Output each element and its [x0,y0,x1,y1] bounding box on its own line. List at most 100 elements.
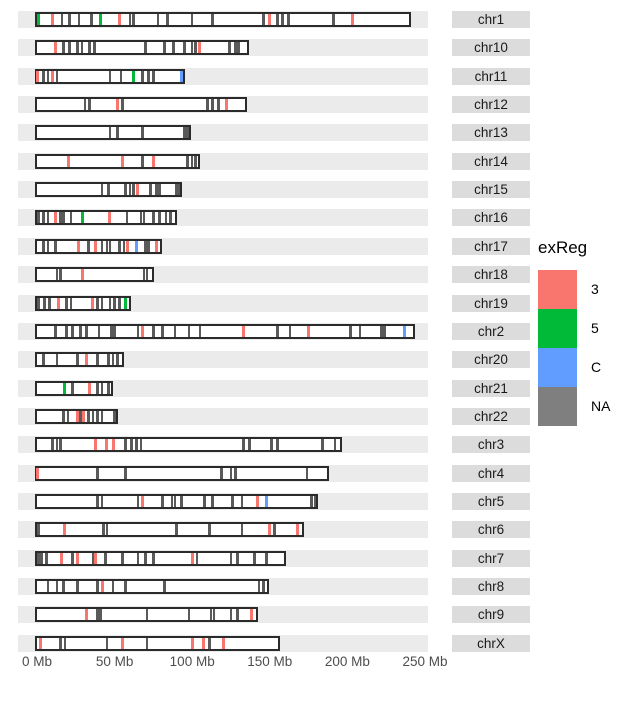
chromosome-label-strip: chr14 [452,152,530,170]
segment-na [51,439,54,451]
segment-na [105,240,109,252]
segment-3 [54,212,58,224]
segment-5 [80,212,84,224]
segment-na [96,581,99,592]
segment-na [122,240,126,252]
segment-na [139,439,143,451]
chromosome-label: chr1 [477,12,505,27]
segment-3 [241,325,245,337]
segment-3 [94,552,98,564]
chromosome-row: chr8 [0,578,640,596]
chromosome-label-strip: chr22 [452,407,530,425]
segment-na [124,467,127,479]
segment-na [270,439,273,451]
segment-na [111,354,115,366]
segment-na [187,325,191,337]
segment-na [194,155,197,167]
segment-3 [85,609,89,621]
segment-na [80,42,84,54]
segment-3 [100,581,104,592]
chromosome-ideogram [35,493,319,509]
chromosome-row: chr1 [0,11,640,29]
segment-na [45,552,48,564]
segment-na [310,495,313,507]
segment-na [217,99,220,111]
legend-entry: NA [538,387,640,426]
chromosome-label: chr13 [474,125,508,141]
segment-na [229,552,233,564]
chromosome-row: chr6 [0,521,640,539]
chromosome-ideogram [35,125,192,141]
chromosome-label-strip: chrX [452,634,530,652]
segment-na [124,439,127,451]
segment-na [40,552,43,564]
segment-na [186,127,189,139]
segment-na [148,184,152,196]
segment-na [113,410,116,422]
legend-title: exReg [538,238,588,257]
chromosome-label-strip: chr18 [452,266,530,284]
segment-na [170,495,174,507]
segment-na [252,552,256,564]
segment-na [105,524,109,536]
chromosome-label-strip: chr17 [452,237,530,255]
segment-na [46,581,50,592]
chromosome-ideogram [35,267,154,283]
chromosome-row: chr18 [0,266,640,284]
segment-na [161,325,164,337]
chromosome-label: chrX [477,635,505,651]
segment-na [172,42,175,54]
segment-na [164,212,168,224]
segment-na [93,42,96,54]
segment-na [91,552,95,564]
segment-na [144,42,147,54]
segment-na [105,637,109,649]
segment-na [332,14,335,25]
segment-na [55,269,59,281]
segment-na [103,552,107,564]
segment-na [276,14,279,25]
chromosome-ideogram [35,97,247,113]
segment-3 [296,524,300,536]
chromosome-label-strip: chr19 [452,294,530,312]
segment-na [108,127,112,139]
segment-na [237,42,241,54]
segment-na [83,99,87,111]
chromosome-row: chr7 [0,549,640,568]
segment-3 [307,325,311,337]
chromosome-label-strip: chr6 [452,521,530,539]
segment-na [211,14,214,25]
segment-na [145,609,149,621]
chromosome-label-strip: chr10 [452,39,530,57]
segment-na [96,495,99,507]
segment-na [85,325,88,337]
segment-na [231,495,234,507]
chromosome-row: chr19 [0,294,640,313]
chromosome-label: chr14 [474,153,508,169]
segment-na [96,410,99,422]
segment-na [147,240,151,252]
segment-na [60,14,64,25]
segment-na [58,637,62,649]
segment-3 [57,297,61,309]
segment-3 [88,382,92,394]
segment-na [117,240,121,252]
segment-na [76,581,79,592]
segment-na [37,212,40,224]
segment-3 [91,297,95,309]
segment-3 [111,439,115,451]
segment-na [248,439,251,451]
segment-na [55,70,59,82]
segment-3 [151,155,155,167]
chromosome-row: chr9 [0,606,640,624]
segment-na [141,127,144,139]
chromosome-ideogram [35,522,305,538]
segment-3 [201,637,205,649]
segment-na [175,524,178,536]
chromosome-label: chr5 [477,493,505,509]
axis-tick-label: 250 Mb [402,654,448,669]
segment-na [183,127,186,139]
segment-5 [123,297,127,309]
segment-na [383,325,386,337]
